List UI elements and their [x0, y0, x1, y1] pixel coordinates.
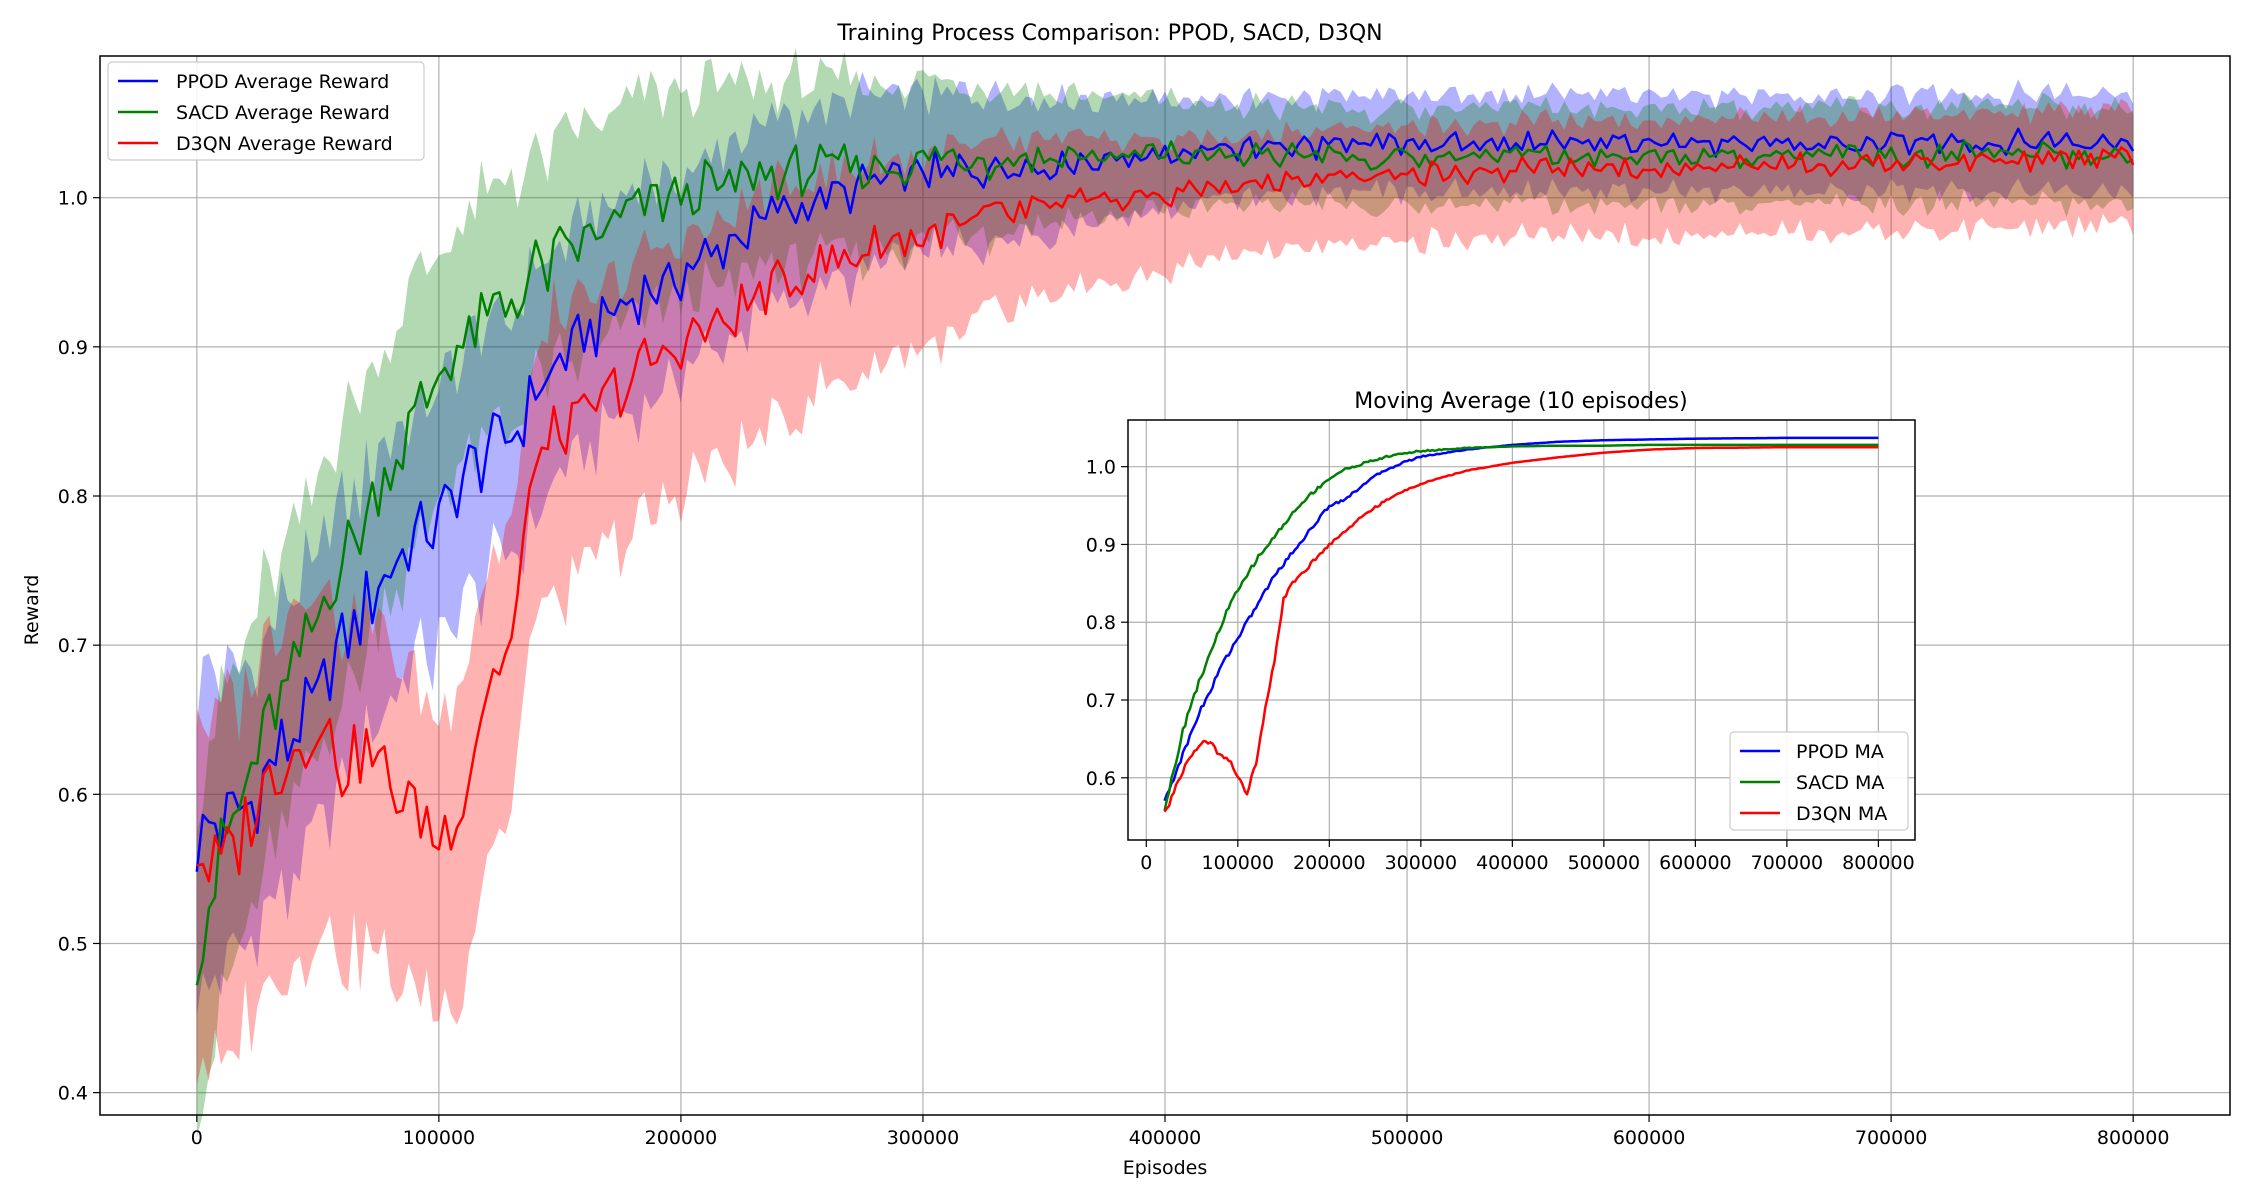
inset-chart-title: Moving Average (10 episodes)	[1354, 389, 1687, 414]
main-legend-box	[107, 61, 425, 161]
main-y-tick-label: 0.7	[58, 635, 88, 657]
main-band-sacd	[196, 47, 2134, 1139]
inset-x-tick-label: 0	[1140, 852, 1152, 874]
inset-x-tick-label: 300000	[1385, 852, 1458, 874]
inset-y-tick-label: 1.0	[1086, 457, 1116, 479]
main-y-tick-label: 0.8	[58, 486, 88, 508]
inset-y-tick-label: 0.6	[1086, 768, 1116, 790]
main-line-ppod	[195, 127, 2135, 872]
inset-y-ticks: 0.6 0.7 0.8 0.9 1.0	[1086, 457, 1128, 790]
main-lines	[195, 127, 2135, 986]
inset-legend-label-ppod: PPOD MA	[1796, 741, 1884, 763]
inset-line-sacd	[1163, 443, 1879, 811]
inset-x-tick-label: 600000	[1659, 852, 1732, 874]
inset-x-tick-label: 800000	[1842, 852, 1915, 874]
inset-line-d3qn	[1163, 445, 1879, 813]
main-y-tick-label: 0.4	[58, 1083, 88, 1105]
inset-x-tick-label: 400000	[1476, 852, 1549, 874]
main-x-tick-label: 700000	[1855, 1127, 1928, 1149]
inset-legend-label-d3qn: D3QN MA	[1796, 803, 1887, 825]
main-x-tick-label: 500000	[1371, 1127, 1444, 1149]
inset-legend: PPOD MA SACD MA D3QN MA	[1729, 731, 1909, 831]
legend-label-sacd: SACD Average Reward	[176, 102, 390, 124]
main-y-tick-label: 1.0	[58, 188, 88, 210]
inset-x-tick-label: 500000	[1568, 852, 1641, 874]
main-band-ppod	[196, 71, 2134, 1017]
main-band-d3qn	[196, 98, 2134, 1086]
main-x-tick-label: 600000	[1613, 1127, 1686, 1149]
inset-x-ticks: 0 100000 200000 300000 400000 500000 600000 700…	[1140, 840, 1915, 874]
main-x-tick-label: 200000	[645, 1127, 718, 1149]
main-y-tick-label: 0.5	[58, 933, 88, 955]
main-bands	[196, 47, 2134, 1139]
legend-label-d3qn: D3QN Average Reward	[176, 133, 393, 155]
inset-axes-frame	[1127, 419, 1916, 841]
inset-legend-label-sacd: SACD MA	[1796, 772, 1884, 794]
main-y-tick-label: 0.6	[58, 784, 88, 806]
main-line-sacd	[195, 140, 2134, 986]
main-x-tick-label: 0	[191, 1127, 203, 1149]
inset-y-tick-label: 0.7	[1086, 690, 1116, 712]
inset-y-tick-label: 0.9	[1086, 534, 1116, 556]
main-x-tick-label: 800000	[2097, 1127, 2170, 1149]
main-y-axis-label: Reward	[21, 575, 43, 646]
main-y-ticks: 0.4 0.5 0.6 0.7 0.8 0.9 1.0	[58, 188, 100, 1105]
inset-legend-box	[1729, 731, 1909, 831]
legend-label-ppod: PPOD Average Reward	[176, 71, 389, 93]
inset-x-tick-label: 200000	[1293, 852, 1366, 874]
inset-lines	[1163, 436, 1879, 813]
main-x-axis-label: Episodes	[1123, 1157, 1208, 1179]
inset-x-tick-label: 700000	[1751, 852, 1824, 874]
main-x-tick-label: 100000	[403, 1127, 476, 1149]
inset-x-tick-label: 100000	[1202, 852, 1275, 874]
inset-y-tick-label: 0.8	[1086, 612, 1116, 634]
main-line-d3qn	[196, 146, 2135, 883]
main-x-tick-label: 300000	[887, 1127, 960, 1149]
main-x-tick-label: 400000	[1129, 1127, 1202, 1149]
inset-chart: Moving Average (10 episodes) 0 100000 2000…	[1086, 389, 1916, 874]
main-y-tick-label: 0.9	[58, 337, 88, 359]
inset-grid	[1128, 420, 1915, 840]
main-chart-title: Training Process Comparison: PPOD, SACD,…	[836, 21, 1382, 46]
main-x-ticks: 0 100000 200000 300000 400000 500000 600000 700…	[191, 1115, 2170, 1149]
inset-line-ppod	[1163, 436, 1879, 802]
main-legend: PPOD Average Reward SACD Average Reward …	[107, 61, 425, 161]
